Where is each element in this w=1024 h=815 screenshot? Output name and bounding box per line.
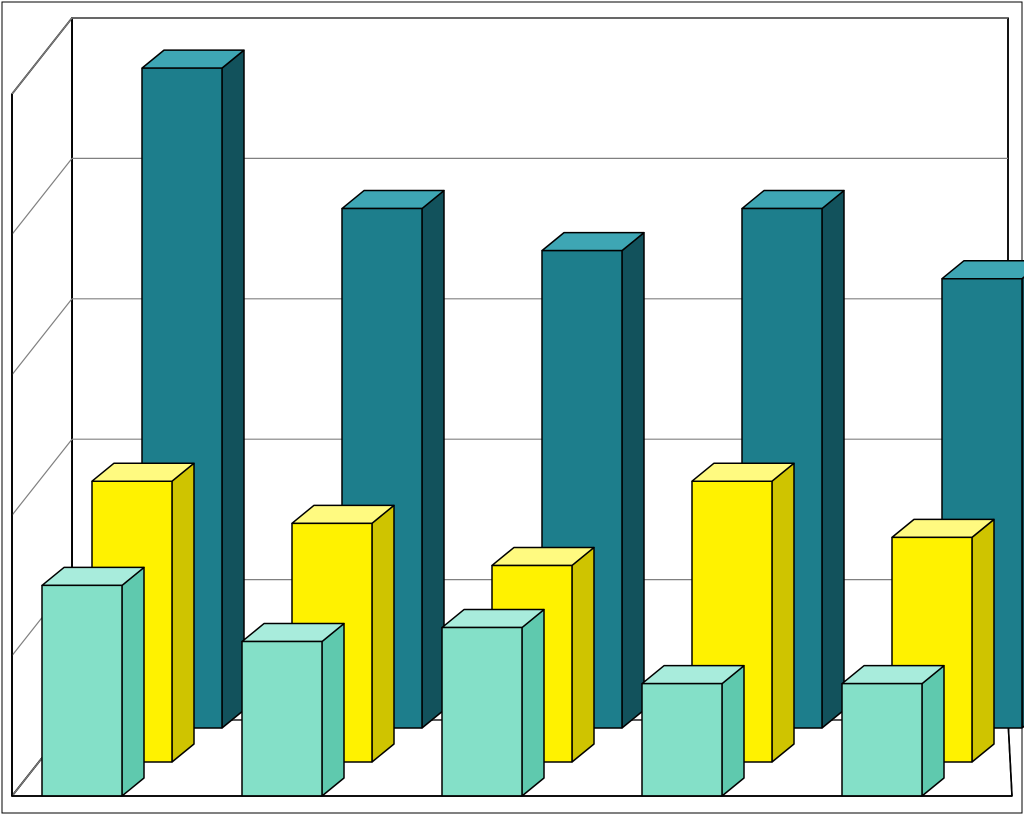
bar-side	[922, 666, 944, 796]
bar-front-1	[242, 624, 344, 796]
bar-side	[722, 666, 744, 796]
bar-front-2	[442, 610, 544, 796]
bar-side	[772, 463, 794, 762]
bar-side	[372, 505, 394, 762]
bar-side	[222, 50, 244, 728]
bar-front	[442, 628, 522, 796]
bar-front-0	[42, 567, 144, 796]
bar-side	[572, 547, 594, 762]
bar-side	[622, 233, 644, 728]
bar-front-3	[642, 666, 744, 796]
bar-front-4	[842, 666, 944, 796]
bar-side	[122, 567, 144, 796]
bar-side	[972, 519, 994, 762]
bar-front	[642, 684, 722, 796]
bar-front	[42, 585, 122, 796]
bar-side	[322, 624, 344, 796]
bar-side	[422, 191, 444, 728]
bar-front	[242, 642, 322, 796]
bar-front	[842, 684, 922, 796]
bar-side	[172, 463, 194, 762]
bar-side	[522, 610, 544, 796]
bar-chart-3d	[0, 0, 1024, 815]
bar-side	[822, 191, 844, 728]
